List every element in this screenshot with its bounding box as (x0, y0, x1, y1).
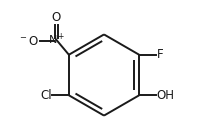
Text: $\mathregular{^-O}$: $\mathregular{^-O}$ (18, 35, 39, 48)
Text: OH: OH (156, 89, 174, 102)
Text: O: O (52, 10, 61, 24)
Text: Cl: Cl (40, 89, 52, 102)
Text: F: F (156, 48, 163, 61)
Text: $\mathregular{N^+}$: $\mathregular{N^+}$ (47, 32, 65, 47)
